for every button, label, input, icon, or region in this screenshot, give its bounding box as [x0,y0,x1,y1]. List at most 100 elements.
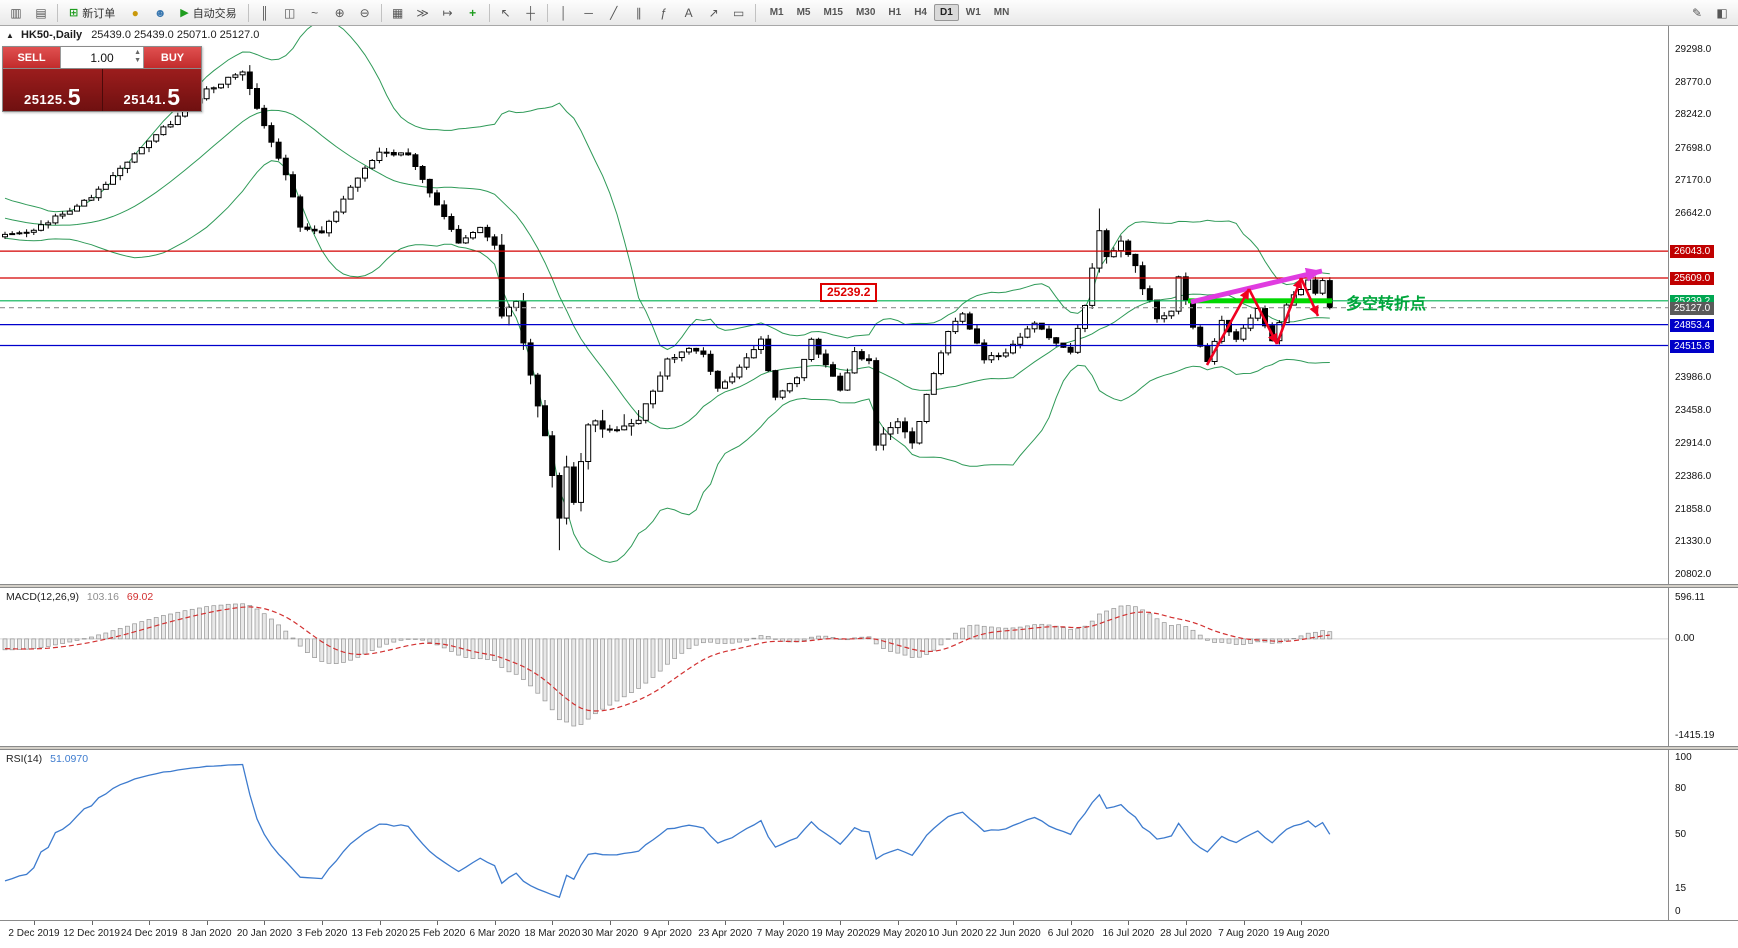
date-label: 22 Jun 2020 [985,928,1041,939]
collapse-icon[interactable]: ▲ [6,31,14,40]
date-tick [955,921,957,925]
main-toolbar: ▥ ▤ ⊞ 新订单 ● ☻ ▶ 自动交易 ║ ◫ ~ ⊕ ⊖ ▦ ≫ ↦ + ↖… [0,0,1738,26]
volume-input[interactable]: 1.00 ▲ ▼ [60,47,144,68]
price-axis-tick: 23458.0 [1675,404,1712,416]
chart-shift-button[interactable]: ↦ [442,5,453,20]
auto-scroll-button[interactable]: ≫ [416,5,429,20]
sell-price-display[interactable]: 25125. 5 [3,69,102,111]
chart-symbol-label: HK50-,Daily [20,29,83,41]
date-tick [322,921,323,925]
timeframe-m15-button[interactable]: M15 [823,7,843,18]
price-axis-tick: 27698.0 [1675,142,1712,154]
price-axis-tick: 20802.0 [1675,569,1712,580]
line-chart-button[interactable]: ~ [311,5,319,20]
sell-price-main: 25125. [23,92,67,107]
timeframe-group: M1 M5 M15 M30 H1 H4 D1 W1 MN [764,4,1016,21]
price-axis-badge: 26043.0 [1670,245,1715,259]
zoom-out-button[interactable]: ⊖ [359,5,370,20]
contacts-icon[interactable]: ☻ [153,5,167,20]
sell-button[interactable]: SELL [3,47,60,68]
edit-icon[interactable]: ✎ [1691,5,1703,20]
rsi-canvas[interactable] [0,750,1668,920]
timeframe-m5-button[interactable]: M5 [796,7,811,18]
shapes-button[interactable]: ▭ [733,5,745,20]
rsi-axis-tick: 50 [1675,829,1687,840]
new-chart-button[interactable]: ▥ [10,5,22,20]
cursor-button[interactable]: ↖ [500,5,511,20]
panel-splitter[interactable] [0,584,1738,588]
fibonacci-button[interactable]: ƒ [660,5,668,20]
autotrading-button[interactable]: ▶ 自动交易 [173,2,243,24]
timeframe-m1-button[interactable]: M1 [769,7,784,18]
volume-up-icon[interactable]: ▲ [134,49,141,56]
main-chart-panel: ▲ HK50-,Daily 25439.0 25439.0 25071.0 25… [0,26,1668,584]
macd-value: 103.16 [86,591,119,603]
arrow-tool-button[interactable]: ↗ [708,5,719,20]
volume-value: 1.00 [90,50,114,65]
trendline-button[interactable]: ╱ [610,5,618,20]
date-label: 18 Mar 2020 [524,928,581,939]
price-axis-tick: 29298.0 [1675,44,1712,55]
date-label: 20 Jan 2020 [236,928,292,939]
indicators-button[interactable]: + [469,5,477,20]
date-tick [725,921,727,925]
date-label: 19 May 2020 [811,928,870,939]
timeframe-h1-button[interactable]: H1 [888,7,902,18]
timeframe-mn-button[interactable]: MN [993,7,1010,18]
chart-ohlc-values: 25439.0 25439.0 25071.0 25127.0 [91,29,260,41]
buy-button[interactable]: BUY [144,47,201,68]
date-tick [91,921,93,925]
date-tick [1128,921,1130,925]
price-level-flag: 25239.2 [820,283,878,302]
price-axis-tick: 28242.0 [1675,109,1712,121]
date-tick [840,921,842,925]
zoom-in-button[interactable]: ⊕ [334,5,345,20]
date-tick [667,921,669,925]
date-label: 12 Dec 2019 [63,928,120,939]
vertical-line-button[interactable]: │ [559,5,568,20]
date-tick [264,921,266,925]
toolbar-separator [380,3,382,22]
crosshair-button[interactable]: ┼ [526,5,535,20]
main-chart-canvas[interactable] [0,26,1668,584]
date-tick [206,921,208,925]
price-axis-tick: 22386.0 [1675,471,1712,483]
coins-icon[interactable]: ● [131,5,139,20]
candlestick-chart-button[interactable]: ◫ [284,5,296,20]
date-tick [898,921,899,925]
timeframe-w1-button[interactable]: W1 [965,7,981,18]
price-axis-tick: 23986.0 [1675,372,1712,384]
date-tick [1301,921,1303,925]
date-tick [1186,921,1187,925]
date-label: 30 Mar 2020 [581,928,639,939]
rsi-panel: RSI(14) 51.0970 [0,750,1668,920]
buy-price-main: 25141. [123,92,167,107]
tile-windows-button[interactable]: ▦ [392,5,404,20]
date-tick [610,921,611,925]
profiles-button[interactable]: ▤ [35,5,47,20]
macd-canvas[interactable] [0,588,1668,746]
price-scale[interactable]: 29298.0 28770.0 28242.0 27698.0 27170.0 26642… [1668,26,1738,920]
date-tick [1013,921,1015,925]
autotrading-icon: ▶ [180,7,189,19]
timeframe-m30-button[interactable]: M30 [855,7,876,18]
price-axis-badge: 25127.0 [1670,301,1715,315]
layout-icon[interactable]: ◧ [1716,5,1728,20]
panel-splitter[interactable] [0,746,1738,750]
horizontal-line-button[interactable]: ─ [584,5,593,20]
volume-down-icon[interactable]: ▼ [134,57,141,64]
new-order-button[interactable]: ⊞ 新订单 [62,2,122,24]
timeframe-h4-button[interactable]: H4 [914,7,927,18]
text-tool-button[interactable]: A [684,5,693,20]
macd-signal-value: 69.02 [126,591,154,603]
chart-header: ▲ HK50-,Daily 25439.0 25439.0 25071.0 25… [6,29,259,41]
toolbar-separator [57,3,58,22]
bar-chart-button[interactable]: ║ [260,5,269,20]
buy-price-big-digit: 5 [167,84,181,110]
price-axis-badge: 25609.0 [1670,271,1715,285]
timeframe-d1-button[interactable]: D1 [934,4,959,21]
channel-button[interactable]: ∥ [635,5,642,20]
buy-price-display[interactable]: 25141. 5 [101,69,201,111]
time-axis[interactable]: 2 Dec 2019 12 Dec 2019 24 Dec 2019 8 Jan 20… [0,920,1738,948]
date-label: 7 Aug 2020 [1218,928,1269,939]
